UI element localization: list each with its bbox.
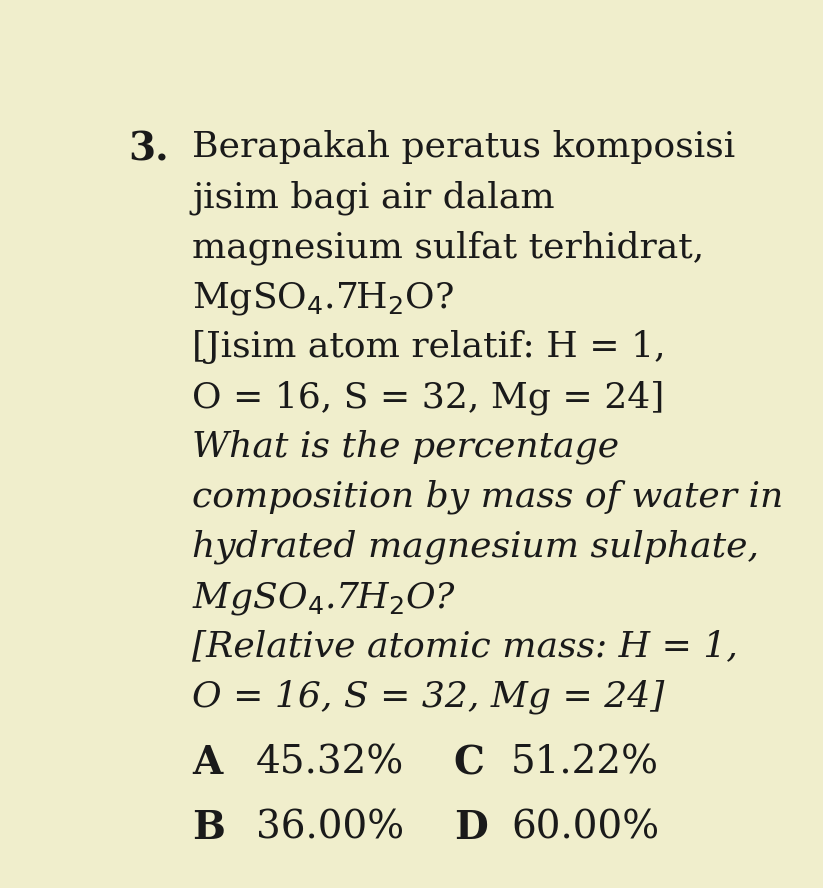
Text: 3.: 3.: [128, 131, 169, 169]
Text: A: A: [192, 744, 222, 782]
Text: Berapakah peratus komposisi: Berapakah peratus komposisi: [192, 131, 736, 164]
Text: B: B: [192, 809, 225, 847]
Text: D: D: [453, 809, 487, 847]
Text: [Jisim atom relatif: H = 1,: [Jisim atom relatif: H = 1,: [192, 330, 666, 364]
Text: 45.32%: 45.32%: [256, 744, 404, 781]
Text: hydrated magnesium sulphate,: hydrated magnesium sulphate,: [192, 530, 759, 564]
Text: [Relative atomic mass: H = 1,: [Relative atomic mass: H = 1,: [192, 630, 738, 663]
Text: MgSO$_4$.7H$_2$O?: MgSO$_4$.7H$_2$O?: [192, 580, 457, 617]
Text: jisim bagi air dalam: jisim bagi air dalam: [192, 180, 555, 215]
Text: magnesium sulfat terhidrat,: magnesium sulfat terhidrat,: [192, 230, 704, 265]
Text: 60.00%: 60.00%: [511, 809, 659, 846]
Text: 36.00%: 36.00%: [256, 809, 404, 846]
Text: C: C: [453, 744, 485, 782]
Text: composition by mass of water in: composition by mass of water in: [192, 480, 783, 514]
Text: 51.22%: 51.22%: [511, 744, 659, 781]
Text: MgSO$_4$.7H$_2$O?: MgSO$_4$.7H$_2$O?: [192, 281, 454, 317]
Text: O = 16, S = 32, Mg = 24]: O = 16, S = 32, Mg = 24]: [192, 380, 664, 415]
Text: What is the percentage: What is the percentage: [192, 430, 619, 464]
Text: O = 16, S = 32, Mg = 24]: O = 16, S = 32, Mg = 24]: [192, 679, 664, 714]
